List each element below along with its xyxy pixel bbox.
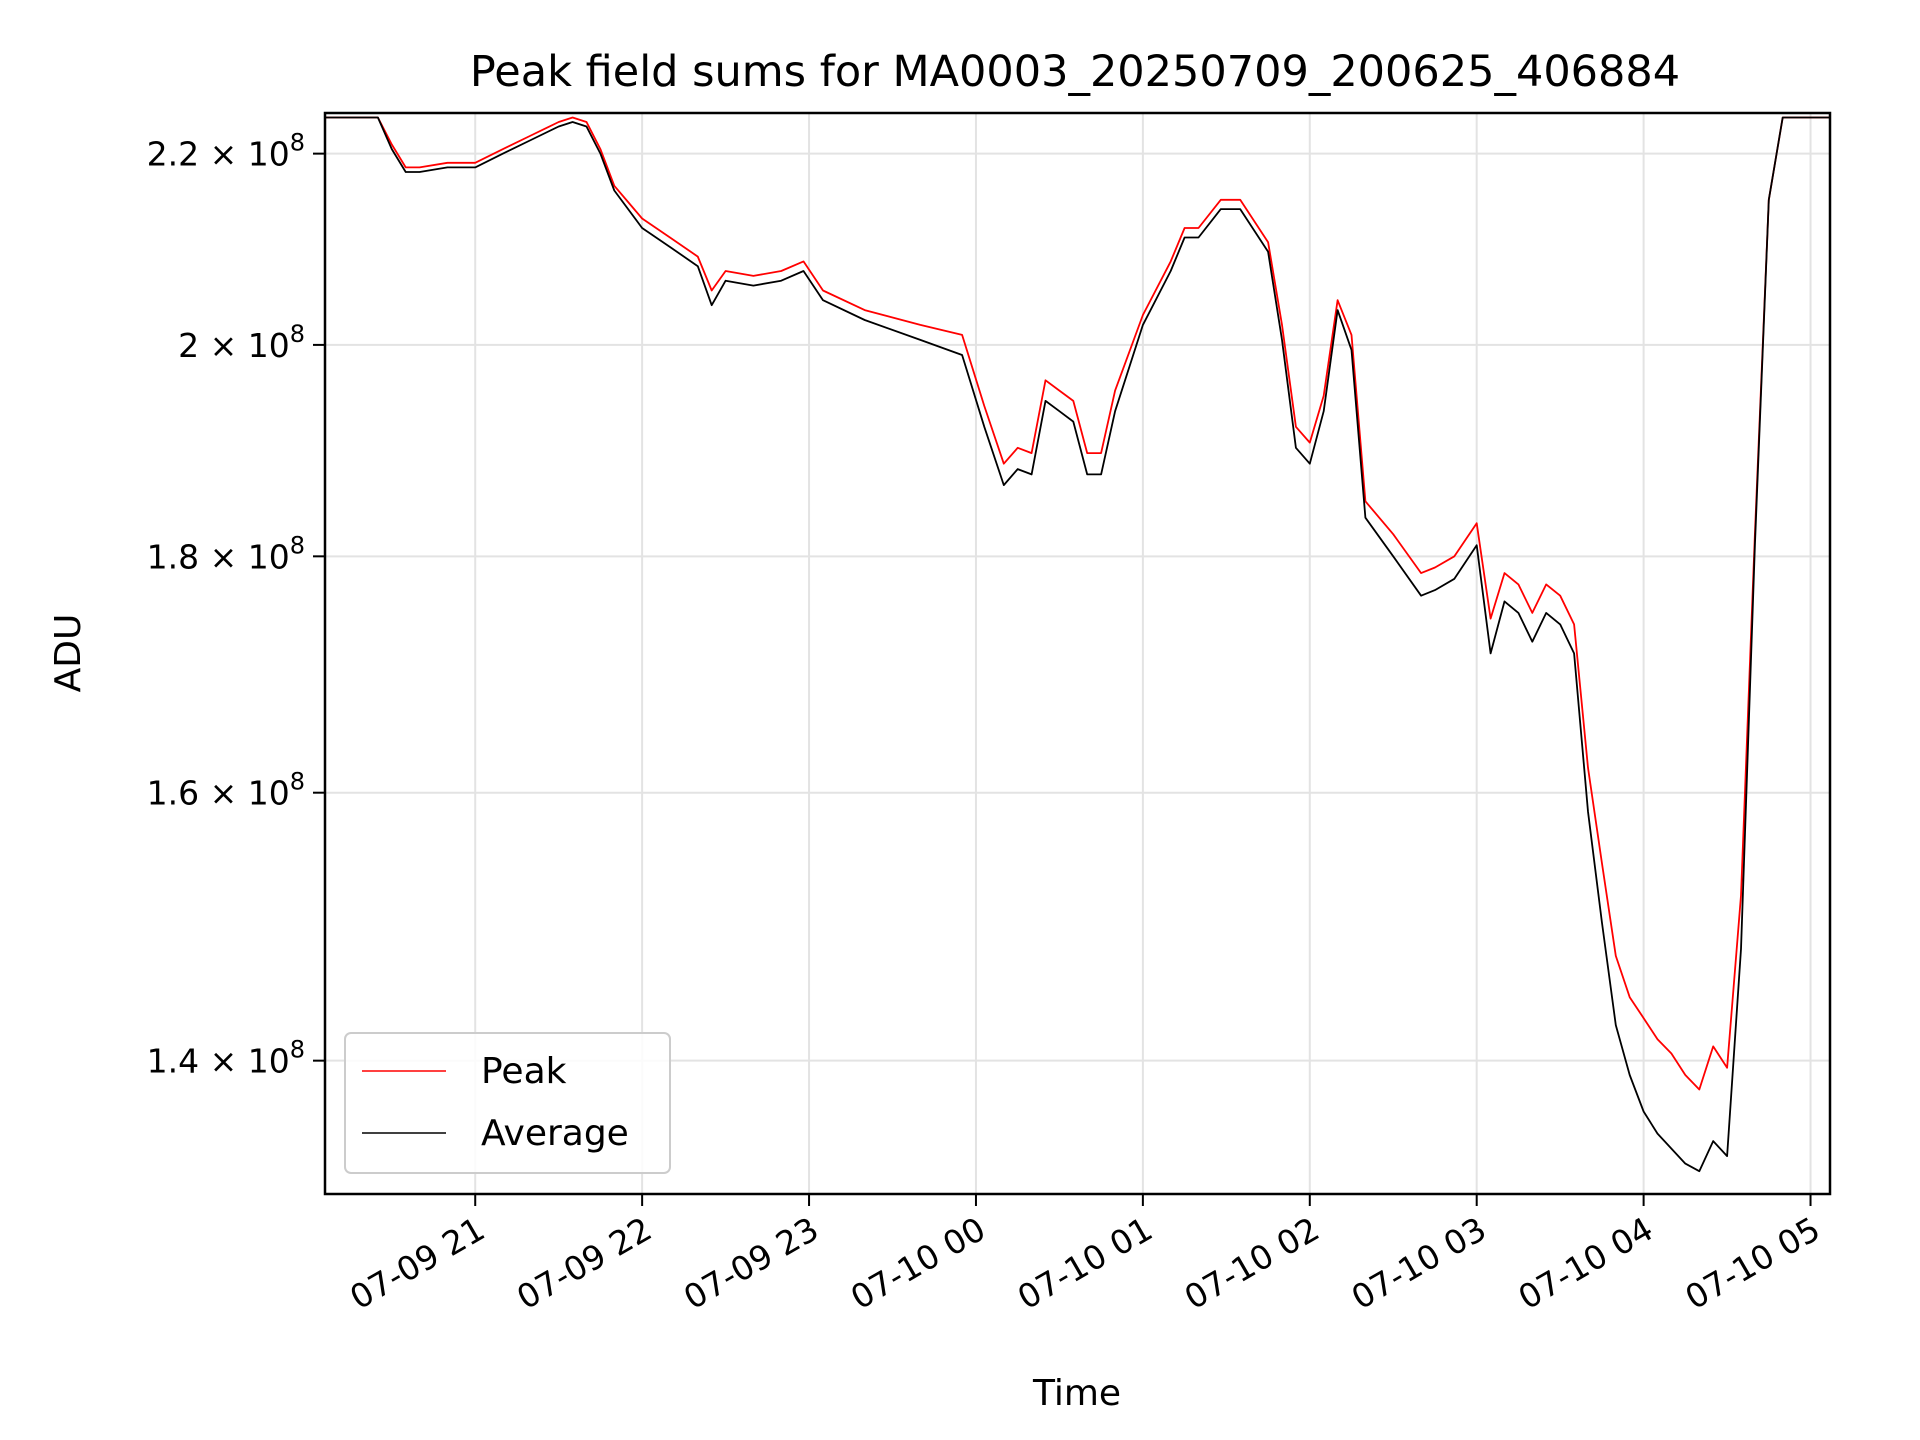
y-tick-label: 1.8 × 108 [147,531,305,576]
x-axis-label: Time [1032,1373,1121,1414]
y-axis: 1.4 × 108 1.6 × 108 1.8 × 108 2 × 108 2.2 × … [147,129,325,1081]
legend: Peak Average [344,1032,671,1174]
y-axis-label: ADU [48,614,89,693]
y-tick-label: 1.6 × 108 [147,768,305,813]
grid [325,113,1830,1194]
series-line-average [325,116,1830,1173]
legend-label-average: Average [481,1113,629,1154]
chart-title: Peak field sums for MA0003_20250709_2006… [470,47,1680,97]
y-tick-label: 2.2 × 108 [147,129,305,174]
series-layer [325,116,1830,1173]
y-tick-label: 1.4 × 108 [147,1036,305,1081]
legend-label-peak: Peak [481,1051,567,1092]
legend-box [344,1032,671,1174]
series-line-peak [325,116,1830,1091]
plot-frame [323,111,1832,1196]
y-tick-label: 2 × 108 [178,320,305,365]
